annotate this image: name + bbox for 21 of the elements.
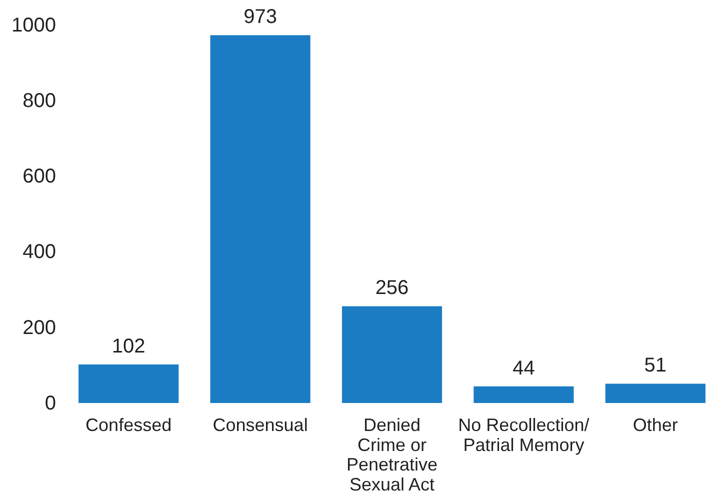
x-tick-label: Consensual	[212, 415, 308, 435]
x-tick-label: Other	[632, 415, 678, 435]
bar	[605, 384, 706, 403]
data-label: 44	[512, 357, 535, 380]
y-tick-label: 800	[22, 90, 56, 112]
data-label: 256	[375, 277, 409, 300]
bar	[78, 364, 179, 403]
y-tick-label: 600	[22, 166, 56, 188]
x-tick-label: Confessed	[86, 415, 172, 435]
x-tick-label: No Recollection/ Patrial Memory	[458, 415, 590, 455]
y-tick-label: 1000	[12, 14, 56, 36]
data-label: 973	[244, 6, 277, 28]
bar	[474, 386, 574, 403]
x-tick-label: Denied Crime or Penetrative Sexual Act	[346, 415, 438, 494]
bar	[342, 306, 442, 403]
y-tick-label: 400	[22, 241, 56, 264]
data-label: 102	[112, 335, 146, 358]
y-tick-label: 0	[44, 392, 56, 414]
y-tick-label: 200	[22, 316, 56, 339]
bar	[210, 35, 310, 403]
data-label: 51	[644, 354, 667, 377]
